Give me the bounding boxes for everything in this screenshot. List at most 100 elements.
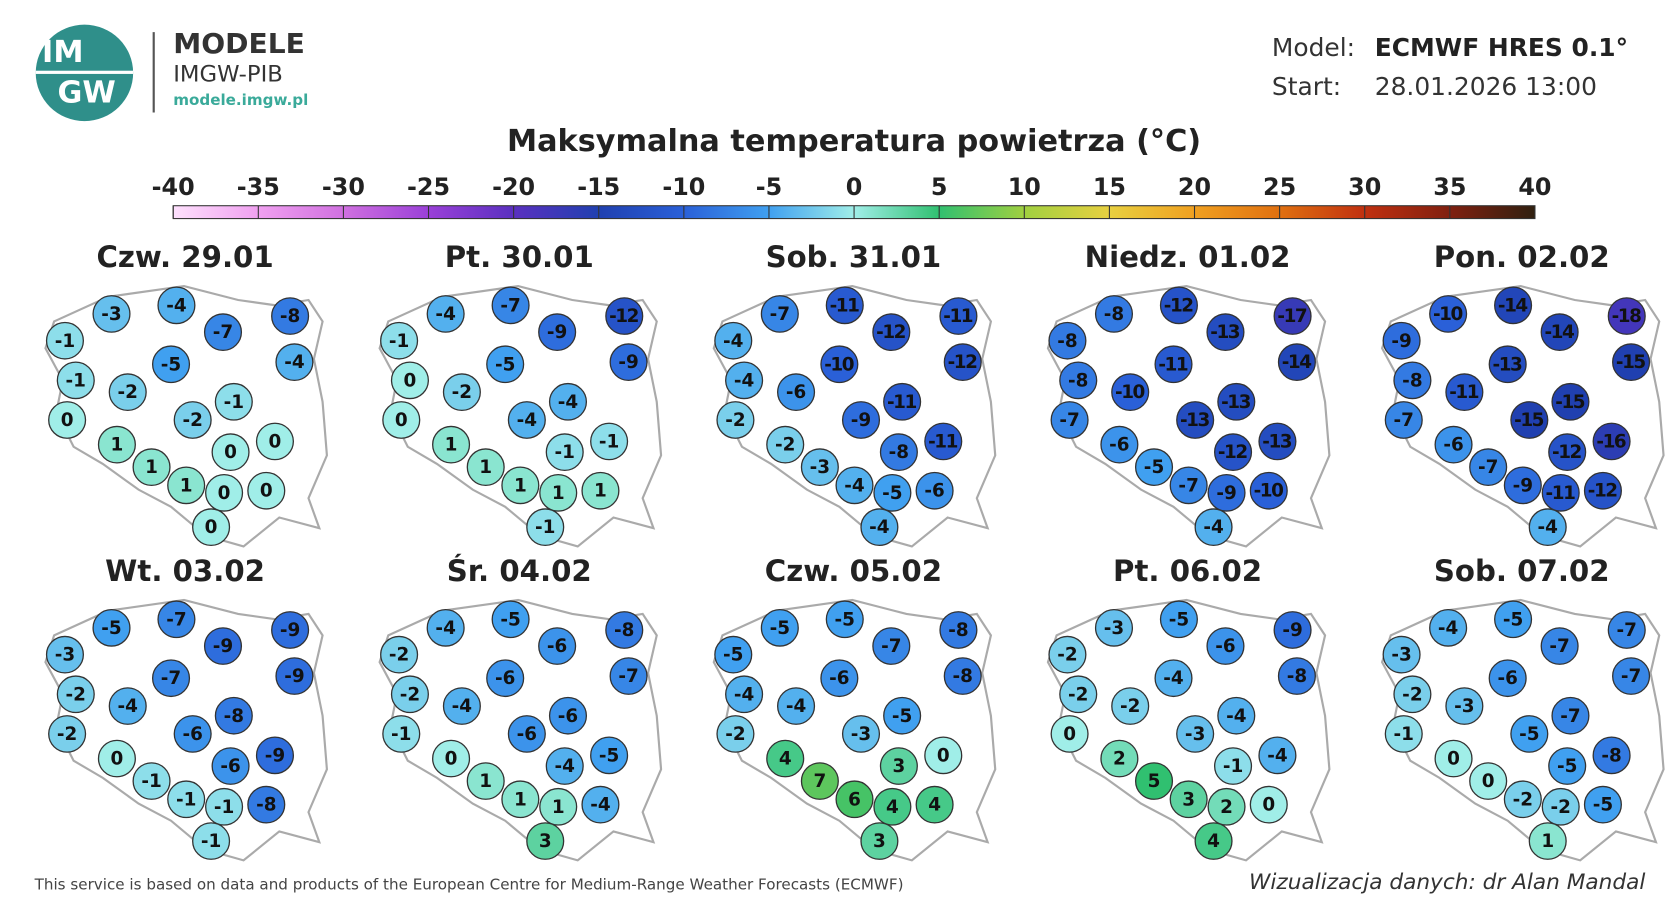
station-marker: [590, 736, 629, 775]
station-marker: [825, 286, 864, 325]
map-title: Śr. 04.02: [447, 554, 592, 588]
station-value: 1: [145, 457, 158, 478]
station-marker: [501, 780, 540, 819]
station-value: -5: [835, 609, 855, 630]
station-marker: [800, 762, 839, 800]
station-value: -2: [1068, 684, 1088, 705]
start-label: Start:: [1272, 72, 1341, 101]
station-value: -5: [892, 706, 912, 727]
station-value: 7: [813, 771, 826, 792]
station-marker: [1445, 687, 1484, 725]
station-value: 2: [1220, 797, 1233, 818]
station-value: -5: [1593, 795, 1613, 816]
station-marker: [97, 739, 136, 778]
station-marker: [1194, 822, 1233, 860]
station-marker: [486, 345, 525, 384]
station-marker: [1429, 295, 1468, 333]
station-marker: [1494, 600, 1533, 639]
station-value: -11: [1449, 382, 1479, 403]
station-marker: [714, 321, 753, 360]
station-value: 1: [594, 481, 607, 502]
station-value: -5: [1169, 609, 1189, 630]
station-marker: [1445, 373, 1484, 411]
station-value: -11: [887, 392, 917, 413]
station-value: -14: [1282, 352, 1312, 373]
station-value: -4: [435, 304, 455, 325]
station-value: -2: [725, 724, 745, 745]
station-marker: [271, 611, 310, 649]
station-value: -6: [1215, 636, 1235, 657]
station-marker: [48, 401, 87, 439]
station-value: -10: [1254, 481, 1284, 502]
colorbar-label: 35: [1433, 173, 1466, 201]
station-value: -11: [830, 295, 860, 316]
station-value: 3: [873, 831, 886, 852]
station-value: 1: [111, 435, 124, 456]
station-value: -6: [1443, 435, 1463, 456]
station-value: -9: [284, 666, 304, 687]
colorbar-label: -30: [322, 173, 365, 201]
station-value: -8: [1068, 370, 1088, 391]
station-marker: [1434, 739, 1473, 778]
station-value: -2: [1402, 684, 1422, 705]
station-value: -4: [869, 517, 889, 538]
map-title: Wt. 03.02: [105, 554, 265, 588]
station-marker: [1548, 747, 1587, 785]
station-marker: [879, 433, 918, 471]
colorbar-label: 40: [1518, 173, 1551, 201]
station-value: -10: [1433, 304, 1463, 325]
station-value: -6: [547, 636, 567, 657]
station-value: -1: [389, 331, 409, 352]
station-value: 0: [111, 749, 124, 770]
station-value: -3: [1454, 696, 1474, 717]
station-value: -2: [775, 435, 795, 456]
logo-text: IM: [42, 35, 83, 70]
station-value: -15: [1514, 410, 1544, 431]
station-marker: [760, 609, 799, 647]
station-value: -5: [161, 354, 181, 375]
station-marker: [1393, 361, 1432, 400]
station-marker: [545, 433, 584, 471]
station-value: -2: [1550, 797, 1570, 818]
station-value: -5: [1144, 457, 1164, 478]
colorbar-label: 25: [1263, 173, 1296, 201]
station-marker: [214, 696, 253, 735]
station-marker: [879, 747, 918, 785]
station-marker: [1213, 747, 1253, 785]
station-marker: [275, 657, 314, 695]
station-value: -7: [881, 636, 901, 657]
station-value: -11: [943, 306, 973, 327]
logo-stripe: [35, 70, 134, 74]
station-marker: [108, 373, 147, 411]
station-marker: [275, 343, 314, 381]
station-marker: [426, 609, 465, 647]
station-value: -9: [280, 620, 300, 641]
station-marker: [915, 471, 954, 510]
station-value: -7: [618, 666, 638, 687]
station-value: -2: [1513, 789, 1533, 810]
station-marker: [1469, 448, 1508, 486]
model: ECMWF HRES 0.1°: [1375, 33, 1628, 62]
station-marker: [108, 687, 147, 725]
colorbar-label: 5: [931, 173, 948, 201]
station-marker: [609, 657, 648, 695]
station-marker: [132, 762, 171, 800]
station-marker: [1469, 762, 1508, 800]
station-marker: [507, 715, 546, 753]
station-marker: [1169, 466, 1208, 505]
station-value: -13: [1262, 432, 1292, 453]
station-value: -5: [599, 745, 619, 766]
station-value: -8: [614, 620, 634, 641]
org: IMGW-PIB: [173, 62, 283, 88]
colorbar-label: -35: [237, 173, 280, 201]
url: modele.imgw.pl: [173, 91, 308, 109]
footer-source: This service is based on data and produc…: [34, 876, 904, 894]
station-value: -9: [265, 745, 285, 766]
station-marker: [548, 382, 588, 421]
station-marker: [507, 401, 546, 439]
station-value: -12: [1164, 295, 1194, 316]
station-marker: [1488, 659, 1527, 698]
station-value: -8: [1104, 304, 1124, 325]
station-value: -1: [201, 831, 221, 852]
